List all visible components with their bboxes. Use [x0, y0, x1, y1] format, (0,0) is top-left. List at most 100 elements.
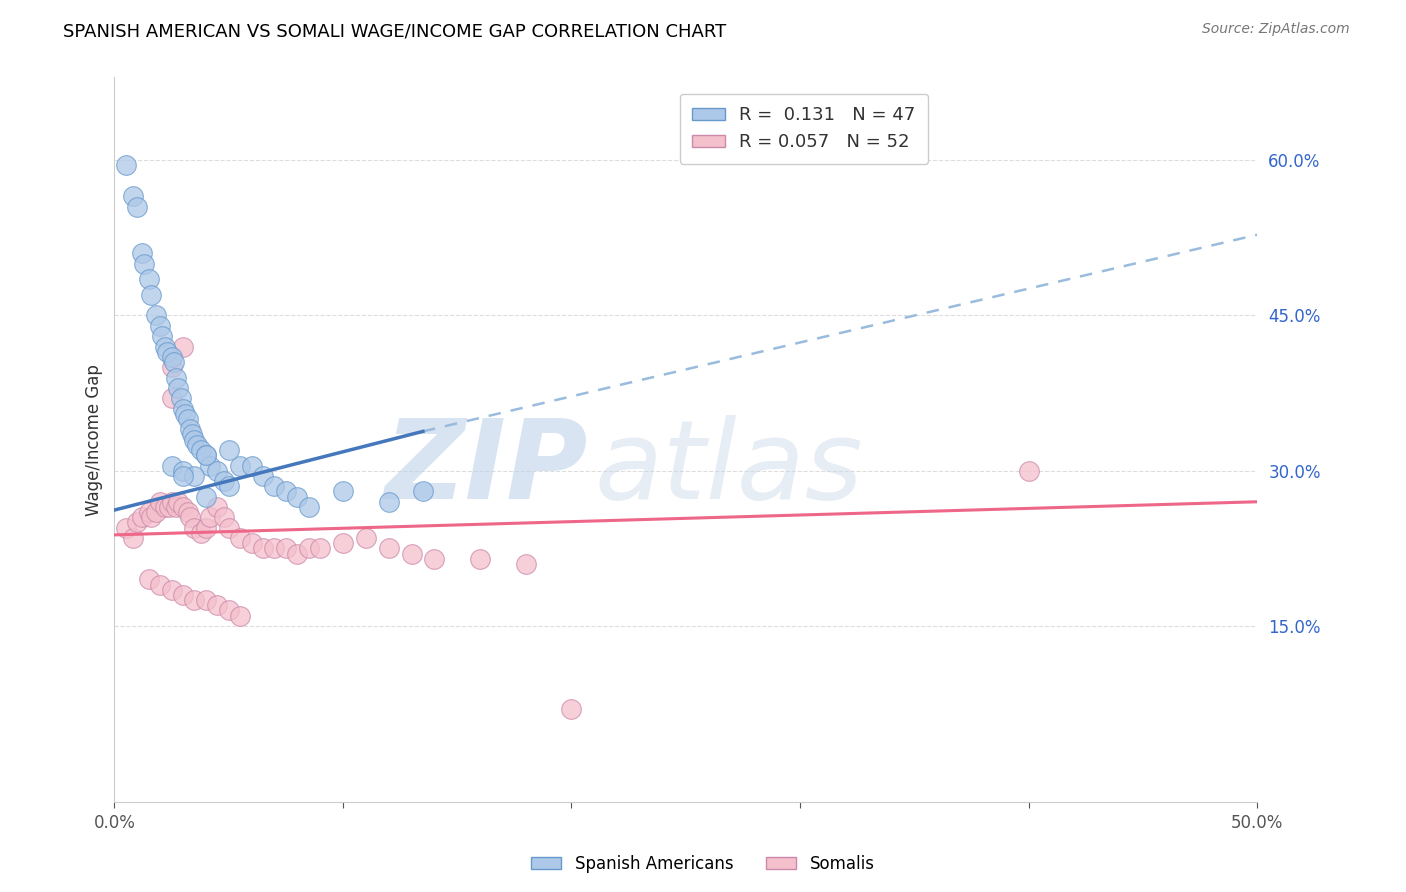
Point [167, 495, 190, 509]
Point [252, 541, 274, 556]
Point [218, 521, 240, 535]
Point [149, 318, 172, 333]
Point [160, 350, 183, 364]
Point [240, 536, 263, 550]
Legend: R =  0.131   N = 47, R = 0.057   N = 52: R = 0.131 N = 47, R = 0.057 N = 52 [679, 94, 928, 164]
Point [194, 448, 217, 462]
Point [401, 547, 423, 561]
Point [212, 510, 235, 524]
Point [163, 355, 186, 369]
Point [138, 272, 160, 286]
Point [167, 381, 190, 395]
Point [218, 479, 240, 493]
Point [139, 287, 162, 301]
Point [149, 495, 172, 509]
Point [179, 422, 201, 436]
Point [131, 510, 153, 524]
Point [377, 495, 399, 509]
Point [174, 407, 197, 421]
Point [274, 541, 297, 556]
Point [274, 484, 297, 499]
Point [160, 360, 183, 375]
Point [229, 458, 252, 473]
Point [172, 401, 194, 416]
Point [183, 593, 205, 607]
Point [127, 516, 149, 530]
Point [229, 531, 252, 545]
Point [115, 158, 138, 172]
Point [176, 412, 198, 426]
Point [207, 500, 229, 514]
Point [121, 531, 143, 545]
Point [138, 505, 160, 519]
Point [252, 469, 274, 483]
Point [160, 391, 183, 405]
Point [560, 702, 582, 716]
Point [200, 510, 222, 524]
Point [207, 599, 229, 613]
Point [176, 505, 198, 519]
Point [139, 510, 162, 524]
Point [156, 344, 179, 359]
Point [218, 603, 240, 617]
Point [298, 500, 321, 514]
Point [515, 557, 537, 571]
Point [332, 484, 354, 499]
Point [183, 469, 205, 483]
Point [1018, 464, 1040, 478]
Point [172, 339, 194, 353]
Point [186, 438, 208, 452]
Y-axis label: Wage/Income Gap: Wage/Income Gap [86, 364, 103, 516]
Legend: Spanish Americans, Somalis: Spanish Americans, Somalis [524, 848, 882, 880]
Point [165, 500, 187, 514]
Point [285, 490, 308, 504]
Point [181, 427, 204, 442]
Point [121, 189, 143, 203]
Point [423, 551, 446, 566]
Point [145, 505, 167, 519]
Point [212, 474, 235, 488]
Point [309, 541, 332, 556]
Point [172, 464, 194, 478]
Point [229, 608, 252, 623]
Point [157, 500, 180, 514]
Point [172, 469, 194, 483]
Point [194, 448, 217, 462]
Point [218, 443, 240, 458]
Point [332, 536, 354, 550]
Point [183, 521, 205, 535]
Point [240, 458, 263, 473]
Point [207, 464, 229, 478]
Point [153, 339, 176, 353]
Text: SPANISH AMERICAN VS SOMALI WAGE/INCOME GAP CORRELATION CHART: SPANISH AMERICAN VS SOMALI WAGE/INCOME G… [63, 22, 727, 40]
Point [165, 370, 187, 384]
Point [190, 443, 212, 458]
Point [172, 500, 194, 514]
Point [134, 257, 156, 271]
Point [200, 458, 222, 473]
Point [145, 309, 167, 323]
Point [138, 573, 160, 587]
Point [468, 551, 491, 566]
Point [127, 200, 149, 214]
Point [160, 582, 183, 597]
Point [298, 541, 321, 556]
Text: Source: ZipAtlas.com: Source: ZipAtlas.com [1202, 22, 1350, 37]
Point [194, 521, 217, 535]
Point [285, 547, 308, 561]
Point [152, 329, 174, 343]
Point [194, 593, 217, 607]
Point [149, 577, 172, 591]
Point [160, 458, 183, 473]
Point [170, 391, 193, 405]
Text: atlas: atlas [595, 415, 863, 522]
Point [160, 495, 183, 509]
Point [194, 490, 217, 504]
Point [354, 531, 377, 545]
Point [153, 500, 176, 514]
Point [263, 541, 285, 556]
Point [263, 479, 285, 493]
Point [412, 484, 434, 499]
Point [172, 588, 194, 602]
Text: ZIP: ZIP [385, 415, 589, 522]
